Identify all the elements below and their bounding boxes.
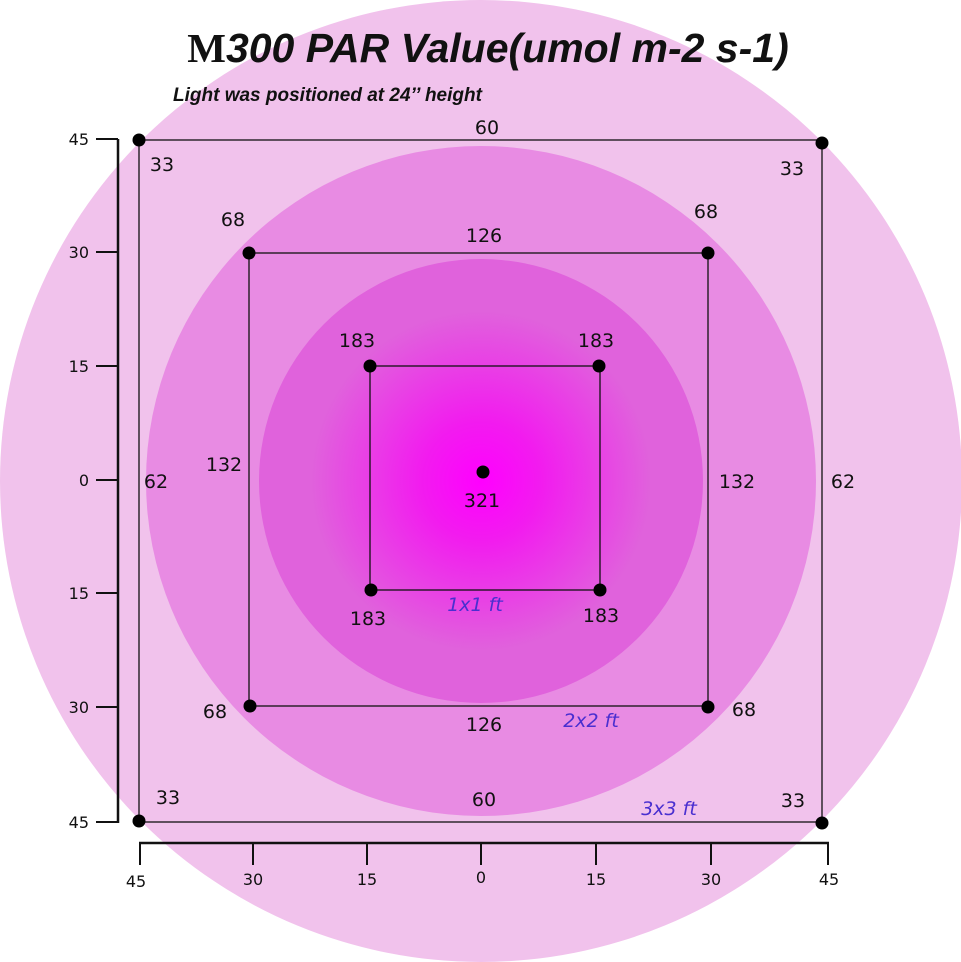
par-value-1x1-top-left: 183	[339, 330, 375, 352]
zone-label-2x2: 2x2 ft	[563, 710, 620, 732]
measurement-points	[132, 133, 829, 830]
point-3x3-bottom-right	[815, 816, 829, 830]
y-axis	[96, 138, 120, 823]
measurement-squares	[138, 139, 823, 823]
point-3x3-bottom-left	[132, 814, 146, 828]
y-tick-label: 15	[69, 357, 89, 376]
point-3x3-top-left	[132, 133, 146, 147]
point-2x2-bottom-right	[701, 700, 715, 714]
x-axis	[139, 841, 829, 865]
point-3x3-top-right	[815, 136, 829, 150]
point-2x2-bottom-left	[243, 699, 257, 713]
point-2x2-top-right	[701, 246, 715, 260]
par-value-3x3-top-right: 33	[780, 158, 804, 180]
x-tick-label: 45	[126, 872, 146, 891]
par-value-1x1-bottom-left: 183	[350, 608, 386, 630]
page-subtitle: Light was positioned at 24’’ height	[173, 85, 483, 106]
par-value-1x1-bottom-right: 183	[583, 605, 619, 627]
par-value-labels: 321 183 183 183 183 68 68 68 68 126 126 …	[144, 117, 855, 812]
par-value-2x2-top-right: 68	[694, 201, 718, 223]
par-value-2x2-right-mid: 132	[719, 471, 755, 493]
y-tick-label: 15	[69, 584, 89, 603]
par-value-3x3-bottom-mid: 60	[472, 789, 496, 811]
par-value-center: 321	[464, 490, 500, 512]
par-value-3x3-right-mid: 62	[831, 471, 855, 493]
x-tick-label: 30	[243, 870, 263, 889]
par-value-1x1-top-right: 183	[578, 330, 614, 352]
par-value-3x3-top-mid: 60	[475, 117, 499, 139]
point-1x1-top-right	[592, 359, 606, 373]
zone-labels: 1x1 ft 2x2 ft 3x3 ft	[447, 594, 698, 820]
x-axis-labels: 45 30 15 0 15 30 45	[126, 868, 839, 891]
square-1x1	[369, 365, 601, 591]
par-value-2x2-top-left: 68	[221, 209, 245, 231]
par-value-2x2-bottom-left: 68	[203, 701, 227, 723]
zone-label-3x3: 3x3 ft	[641, 798, 698, 820]
square-2x2	[248, 252, 709, 707]
point-1x1-top-left	[363, 359, 377, 373]
par-value-3x3-left-mid: 62	[144, 471, 168, 493]
y-axis-labels: 45 30 15 0 15 30 45	[69, 130, 89, 832]
y-tick-label: 30	[69, 698, 89, 717]
par-value-3x3-top-left: 33	[150, 154, 174, 176]
par-value-3x3-bottom-left: 33	[156, 787, 180, 809]
point-1x1-bottom-left	[364, 583, 378, 597]
par-value-3x3-bottom-right: 33	[781, 790, 805, 812]
par-value-2x2-top-mid: 126	[466, 225, 502, 247]
x-tick-label: 0	[476, 868, 486, 887]
title-text: 300 PAR Value(umol m-2 s-1)	[226, 25, 789, 71]
y-tick-label: 45	[69, 813, 89, 832]
par-value-2x2-bottom-mid: 126	[466, 714, 502, 736]
point-2x2-top-left	[242, 246, 256, 260]
x-tick-label: 15	[357, 870, 377, 889]
page-title: M300 PAR Value(umol m-2 s-1)	[187, 25, 788, 71]
x-tick-label: 30	[701, 870, 721, 889]
point-1x1-bottom-right	[593, 583, 607, 597]
x-tick-label: 45	[819, 870, 839, 889]
zone-label-1x1: 1x1 ft	[447, 594, 504, 616]
par-value-2x2-left-mid: 132	[206, 454, 242, 476]
y-tick-label: 0	[79, 471, 89, 490]
square-3x3	[138, 139, 823, 823]
hotspot	[311, 311, 651, 651]
y-tick-label: 30	[69, 243, 89, 262]
title-model: M	[187, 25, 226, 71]
x-tick-label: 15	[586, 870, 606, 889]
point-center	[476, 465, 490, 479]
par-value-2x2-bottom-right: 68	[732, 699, 756, 721]
y-tick-label: 45	[69, 130, 89, 149]
